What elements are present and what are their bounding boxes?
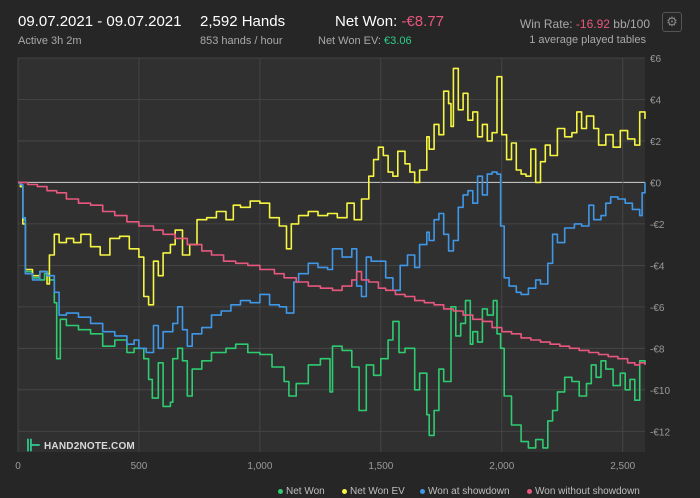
y-tick-label: -€10 bbox=[650, 386, 670, 397]
win-rate: Win Rate: -16.92 bb/100 bbox=[520, 17, 650, 31]
tables-played: 1 average played tables bbox=[529, 34, 646, 46]
net-won-ev-value: €3.06 bbox=[384, 35, 412, 47]
y-tick-label: €2 bbox=[650, 137, 662, 148]
legend-label: Won at showdown bbox=[428, 486, 510, 497]
net-won-ev-label: Net Won EV: bbox=[318, 35, 381, 47]
series-line-won-without-showdown bbox=[18, 181, 646, 366]
legend-label: Net Won bbox=[286, 486, 325, 497]
plot-area bbox=[18, 58, 645, 452]
net-won-value: -€8.77 bbox=[401, 13, 444, 30]
win-rate-value: -16.92 bbox=[575, 17, 610, 31]
legend-label: Won without showdown bbox=[535, 486, 640, 497]
y-tick-label: €0 bbox=[650, 178, 662, 189]
legend-marker bbox=[342, 489, 347, 494]
legend-item-won-without-showdown[interactable]: Won without showdown bbox=[527, 486, 640, 497]
legend-marker bbox=[527, 489, 532, 494]
win-rate-label: Win Rate: bbox=[519, 17, 573, 31]
legend-item-won-at-showdown[interactable]: Won at showdown bbox=[420, 486, 510, 497]
y-tick-label: -€6 bbox=[650, 303, 665, 314]
net-won-label: Net Won: bbox=[335, 13, 398, 30]
series-line-net-won-ev bbox=[18, 67, 646, 306]
hands-per-hour: 853 hands / hour bbox=[200, 35, 283, 47]
stats-header: 09.07.2021 - 09.07.2021 Active 3h 2m 2,5… bbox=[0, 0, 700, 52]
active-time: Active 3h 2m bbox=[18, 35, 82, 47]
legend-label: Net Won EV bbox=[350, 486, 405, 497]
logo-text: HAND2NOTE.COM bbox=[44, 440, 135, 452]
x-tick-label: 1,000 bbox=[247, 461, 272, 472]
h2n-logo-icon: ⊩ bbox=[26, 436, 42, 455]
legend-marker bbox=[420, 489, 425, 494]
y-tick-label: -€12 bbox=[650, 427, 670, 438]
y-tick-label: €6 bbox=[650, 54, 662, 65]
x-tick-label: 500 bbox=[131, 461, 148, 472]
x-tick-label: 2,500 bbox=[610, 461, 635, 472]
y-tick-label: -€2 bbox=[650, 220, 665, 231]
net-won: Net Won: -€8.77 bbox=[335, 13, 444, 30]
x-tick-label: 2,000 bbox=[489, 461, 514, 472]
legend-marker bbox=[278, 489, 283, 494]
net-won-ev: Net Won EV: €3.06 bbox=[318, 35, 412, 47]
hand2note-logo: ⊩ HAND2NOTE.COM bbox=[26, 436, 135, 456]
x-tick-label: 1,500 bbox=[368, 461, 393, 472]
x-tick-label: 0 bbox=[15, 461, 21, 472]
y-tick-label: -€4 bbox=[650, 261, 665, 272]
hands-count: 2,592 Hands bbox=[200, 13, 286, 30]
legend-item-net-won-ev[interactable]: Net Won EV bbox=[342, 486, 405, 497]
date-range: 09.07.2021 - 09.07.2021 bbox=[18, 13, 182, 30]
win-rate-unit: bb/100 bbox=[613, 17, 650, 31]
series-line-net-won bbox=[18, 181, 646, 449]
y-tick-label: -€8 bbox=[650, 344, 665, 355]
gear-icon[interactable]: ⚙ bbox=[662, 12, 682, 32]
series-line-won-at-showdown bbox=[18, 171, 646, 354]
legend-item-net-won[interactable]: Net Won bbox=[278, 486, 325, 497]
y-tick-label: €4 bbox=[650, 95, 662, 106]
